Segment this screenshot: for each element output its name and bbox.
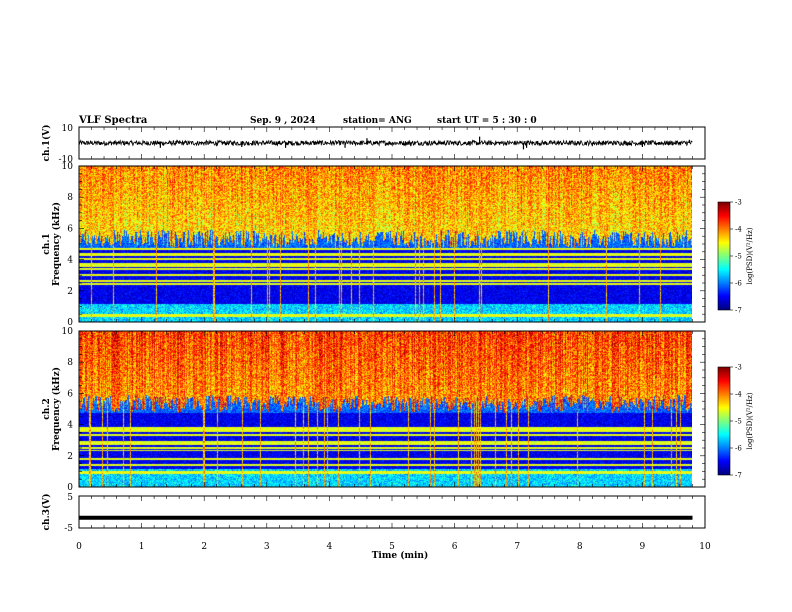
ch2-spectrogram-image [79, 331, 692, 487]
station-label: station= ANG [343, 116, 412, 126]
colorbar-tick-label: -6 [735, 280, 742, 288]
freq-tick-label: 8 [67, 358, 73, 368]
ch1-spectrogram-image [79, 166, 692, 322]
ch1-spectrogram-yticks: 0 2 4 6 8 10 [62, 162, 705, 328]
time-tick-label: 3 [264, 542, 270, 552]
ch2-colorbar-label: log(PSD)(V²/Hz) [746, 392, 754, 449]
time-tick-label: 6 [452, 542, 458, 552]
time-tick-label: 5 [389, 542, 395, 552]
colorbar-tick-label: -7 [735, 472, 742, 480]
ch1-spectrogram-channel-label: ch.1 [42, 233, 52, 254]
time-axis-ticks [78, 127, 706, 528]
freq-tick-label: 6 [67, 389, 73, 399]
ch3-ytick-bottom: -5 [64, 524, 73, 534]
time-axis-tick-labels: 0 1 2 3 4 5 6 7 8 9 10 [76, 542, 711, 552]
colorbar-tick-label: -5 [735, 418, 742, 426]
colorbar-tick-label: -4 [735, 226, 742, 234]
freq-tick-label: 0 [67, 318, 73, 328]
ch1-waveform-panel: 10 -10 ch.1(V) [41, 124, 706, 165]
colorbar-tick-label: -3 [735, 364, 742, 372]
ch1-waveform-spikes [159, 136, 690, 150]
time-tick-label: 0 [76, 542, 82, 552]
ch2-colorbar [718, 367, 730, 475]
ch2-spectrogram-ylabel: Frequency (kHz) [51, 367, 62, 451]
freq-tick-label: 0 [67, 483, 73, 493]
time-axis-label: Time (min) [372, 550, 429, 561]
time-tick-label: 8 [577, 542, 583, 552]
colorbar-tick-label: -4 [735, 391, 742, 399]
time-tick-label: 4 [327, 542, 333, 552]
time-tick-label: 2 [201, 542, 207, 552]
figure-title: VLF Spectra [78, 115, 148, 126]
ch2-spectrogram-yticks: 0 2 4 6 8 10 [62, 327, 705, 493]
freq-tick-label: 10 [62, 162, 74, 172]
ch1-waveform-trace [78, 139, 693, 147]
ch2-colorbar-ticks: -3 -4 -5 -6 -7 [730, 364, 742, 480]
freq-tick-label: 2 [67, 287, 73, 297]
ch1-ytick-bottom: -10 [59, 155, 74, 165]
date-label: Sep. 9 , 2024 [250, 116, 316, 126]
colorbar-tick-label: -7 [735, 307, 742, 315]
time-tick-label: 1 [139, 542, 145, 552]
freq-tick-label: 4 [67, 256, 73, 266]
colorbar-tick-label: -6 [735, 445, 742, 453]
ch3-ytick-top: 5 [67, 493, 73, 503]
freq-tick-label: 10 [62, 327, 74, 337]
colorbar-tick-label: -3 [735, 199, 742, 207]
start-time-label: start UT = 5 : 30 : 0 [437, 116, 537, 126]
ch1-colorbar-label: log(PSD)(V²/Hz) [746, 227, 754, 284]
ch1-colorbar [718, 202, 730, 310]
freq-tick-label: 4 [67, 421, 73, 431]
ch3-waveform-panel: 5 -5 ch.3(V) [41, 493, 706, 534]
ch3-waveform-frame [78, 495, 706, 529]
time-tick-label: 9 [640, 542, 646, 552]
time-tick-label: 10 [699, 542, 711, 552]
time-tick-label: 7 [514, 542, 520, 552]
ch1-spectrogram-ylabel: Frequency (kHz) [51, 202, 62, 286]
ch1-ytick-top: 10 [62, 124, 74, 134]
ch2-spectrogram-channel-label: ch.2 [42, 398, 52, 419]
freq-tick-label: 2 [67, 452, 73, 462]
ch1-waveform-ylabel: ch.1(V) [41, 125, 52, 162]
colorbar-tick-label: -5 [735, 253, 742, 261]
ch1-colorbar-ticks: -3 -4 -5 -6 -7 [730, 199, 742, 315]
ch3-waveform-ylabel: ch.3(V) [41, 494, 52, 531]
freq-tick-label: 6 [67, 224, 73, 234]
freq-tick-label: 8 [67, 193, 73, 203]
